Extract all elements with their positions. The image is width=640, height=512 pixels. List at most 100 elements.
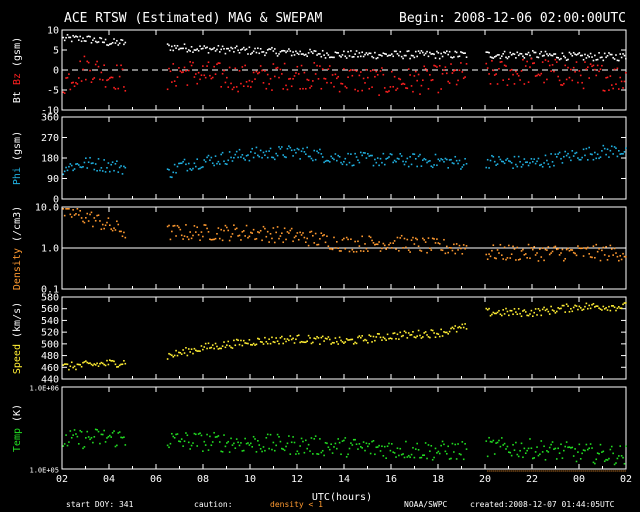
data-point	[388, 54, 390, 57]
data-point	[221, 450, 224, 453]
data-point	[519, 449, 521, 452]
data-point	[345, 87, 348, 89]
data-point	[230, 346, 232, 349]
data-point	[455, 330, 458, 333]
data-point	[369, 70, 372, 72]
data-point	[355, 50, 358, 52]
data-point	[116, 160, 118, 162]
data-point	[200, 48, 203, 50]
data-point	[385, 248, 387, 250]
data-point	[247, 85, 249, 88]
data-point	[462, 52, 465, 55]
data-point	[275, 231, 277, 234]
data-point	[252, 71, 255, 74]
data-point	[431, 52, 434, 55]
data-point	[336, 340, 338, 343]
data-point	[359, 151, 362, 154]
data-point	[281, 447, 283, 450]
data-point	[431, 458, 434, 461]
data-point	[599, 443, 602, 446]
data-point	[450, 247, 452, 249]
data-point	[457, 55, 459, 58]
data-point	[341, 54, 344, 56]
data-point	[327, 446, 330, 449]
data-point	[375, 336, 378, 338]
data-point	[341, 341, 344, 343]
data-point	[266, 342, 269, 345]
data-point	[414, 157, 417, 160]
panel-frame-phi	[61, 116, 627, 200]
data-point	[602, 144, 605, 147]
data-point	[616, 457, 619, 460]
data-point	[407, 50, 410, 52]
data-point	[340, 339, 342, 342]
data-point	[436, 164, 438, 167]
data-point	[409, 334, 411, 336]
data-point	[618, 59, 620, 62]
data-point	[498, 54, 500, 56]
data-point	[426, 70, 428, 72]
data-point	[262, 151, 265, 154]
data-point	[431, 329, 434, 332]
data-point	[304, 439, 307, 442]
data-point	[214, 436, 217, 438]
data-point	[513, 449, 516, 451]
data-point	[265, 52, 268, 54]
data-point	[96, 169, 98, 172]
data-point	[347, 453, 349, 456]
data-point	[320, 55, 323, 58]
data-point	[516, 165, 519, 168]
data-point	[178, 48, 180, 51]
data-point	[546, 159, 548, 162]
data-point	[592, 59, 595, 62]
data-point	[441, 249, 444, 252]
data-point	[539, 164, 541, 167]
data-point	[113, 38, 115, 40]
data-point	[228, 49, 231, 52]
data-point	[527, 81, 530, 83]
data-point	[451, 249, 454, 252]
data-point	[237, 235, 239, 237]
data-point	[80, 431, 83, 433]
data-point	[166, 444, 169, 447]
data-point	[564, 150, 567, 153]
data-point	[169, 176, 172, 178]
data-point	[189, 351, 191, 353]
data-point	[354, 341, 356, 344]
data-point	[616, 59, 619, 62]
data-point	[221, 151, 224, 154]
data-point	[179, 47, 182, 50]
data-point	[361, 335, 363, 337]
data-point	[72, 209, 74, 211]
data-point	[345, 163, 348, 166]
data-point	[374, 339, 376, 342]
data-point	[283, 155, 286, 158]
data-point	[258, 231, 261, 234]
data-point	[227, 159, 230, 162]
data-point	[295, 151, 297, 154]
data-point	[610, 84, 613, 86]
data-point	[579, 158, 582, 161]
data-point	[533, 158, 536, 160]
data-point	[429, 74, 431, 76]
data-point	[206, 433, 208, 436]
data-point	[398, 338, 400, 340]
data-point	[540, 50, 543, 53]
data-point	[438, 160, 441, 162]
data-point	[286, 442, 289, 445]
data-point	[423, 54, 426, 56]
data-point	[412, 153, 414, 155]
data-point	[82, 447, 84, 450]
data-point	[464, 157, 466, 160]
data-point	[548, 64, 551, 67]
data-point	[210, 156, 213, 159]
data-point	[116, 366, 118, 368]
data-point	[319, 53, 321, 55]
data-point	[340, 453, 342, 456]
data-point	[619, 307, 622, 310]
data-point	[565, 59, 568, 62]
source-label: NOAA/SWPC	[404, 500, 448, 509]
data-point	[282, 88, 285, 90]
data-point	[458, 159, 461, 162]
data-point	[113, 360, 115, 363]
